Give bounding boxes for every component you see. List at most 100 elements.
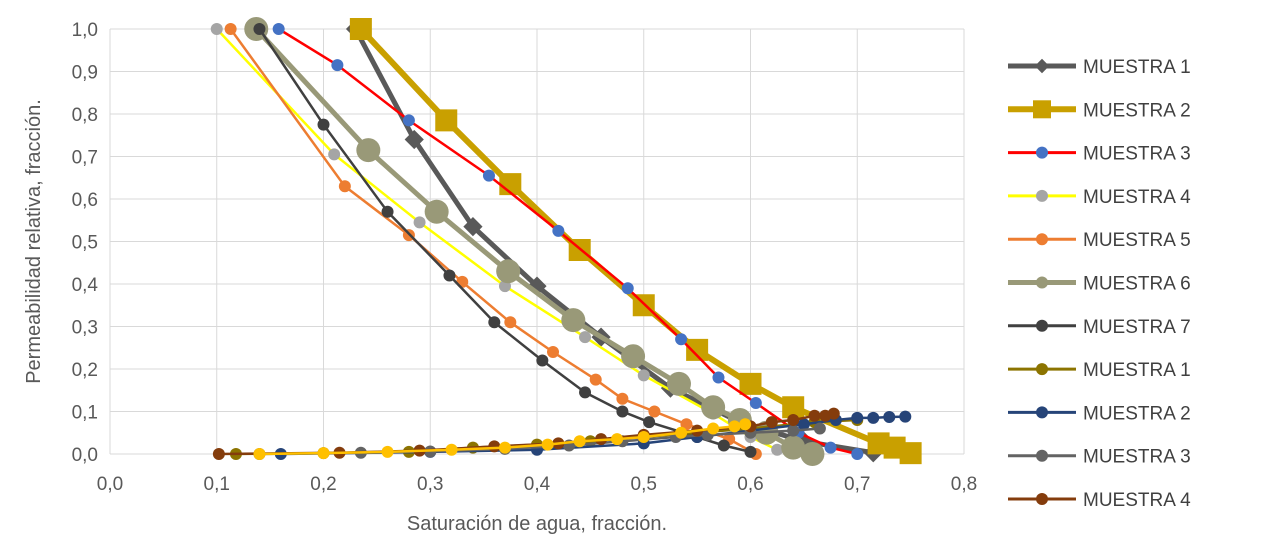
data-point: [443, 269, 456, 282]
legend-label: MUESTRA 2: [1083, 100, 1191, 121]
legend-swatch-marker: [1036, 233, 1048, 246]
legend-label: MUESTRA 1: [1083, 360, 1191, 381]
legend-label: MUESTRA 1: [1083, 57, 1191, 78]
data-point: [899, 442, 922, 465]
data-point: [541, 438, 554, 451]
y-tick-label: 0,7: [72, 148, 98, 169]
legend-label: MUESTRA 4: [1083, 187, 1191, 208]
data-point: [317, 118, 330, 131]
data-point: [253, 23, 266, 35]
data-point: [331, 59, 344, 72]
data-point: [402, 114, 415, 127]
y-tick-label: 0,3: [72, 318, 98, 339]
legend-swatch-marker: [1033, 100, 1051, 119]
data-point: [253, 448, 266, 460]
y-tick-label: 0,4: [72, 275, 99, 296]
y-tick-label: 0,6: [72, 190, 98, 211]
data-point: [224, 23, 237, 35]
x-tick-label: 0,1: [204, 474, 230, 495]
data-point: [851, 448, 864, 460]
gridlines: [109, 28, 965, 455]
data-point: [621, 282, 634, 295]
legend-entry: MUESTRA 4: [1008, 187, 1191, 208]
legend-swatch-marker: [1036, 406, 1048, 419]
legend-swatch-marker: [1036, 319, 1048, 332]
legend-swatch-marker: [1036, 146, 1048, 159]
data-point: [739, 372, 762, 395]
x-tick-label: 0,8: [951, 474, 977, 495]
legend-label: MUESTRA 3: [1083, 144, 1191, 165]
data-point: [797, 418, 810, 431]
legend-label: MUESTRA 5: [1083, 230, 1191, 251]
data-point: [488, 440, 501, 453]
x-tick-label: 0,4: [524, 474, 551, 495]
data-point: [210, 23, 223, 35]
legend-swatch-marker: [1036, 189, 1048, 202]
data-point: [404, 129, 424, 150]
legend-entry: MUESTRA 1: [1008, 57, 1191, 78]
data-point: [787, 414, 800, 426]
legend-entry: MUESTRA 4: [1008, 490, 1191, 511]
legend-entry: MUESTRA 6: [1008, 274, 1191, 295]
data-point: [561, 308, 586, 333]
series-3: [272, 23, 864, 460]
data-point: [800, 442, 825, 466]
data-point: [637, 431, 650, 443]
data-point: [867, 411, 880, 424]
data-point: [675, 333, 688, 346]
data-point: [827, 407, 840, 420]
data-point: [701, 395, 726, 420]
y-tick-label: 1,0: [72, 20, 98, 41]
data-point: [648, 405, 661, 418]
legend-entry: MUESTRA 5: [1008, 230, 1191, 251]
data-point: [883, 411, 896, 424]
data-point: [707, 422, 720, 435]
x-tick-label: 0,7: [844, 474, 870, 495]
data-point: [504, 316, 517, 329]
data-point: [589, 373, 602, 386]
legend-entry: MUESTRA 1: [1008, 360, 1191, 381]
series-12: [253, 418, 752, 460]
legend-label: MUESTRA 6: [1083, 274, 1191, 295]
data-point: [686, 338, 709, 361]
x-axis-title: Saturación de agua, fracción.: [407, 513, 667, 535]
data-point: [536, 354, 549, 367]
data-point: [899, 410, 912, 423]
data-point: [643, 416, 656, 429]
y-tick-label: 0,2: [72, 360, 98, 381]
data-point: [749, 397, 762, 409]
data-point: [496, 259, 521, 284]
data-point: [808, 409, 821, 422]
data-point: [435, 109, 458, 132]
data-point: [356, 138, 381, 163]
x-tick-label: 0,3: [417, 474, 443, 495]
data-point: [573, 435, 586, 448]
data-point: [488, 316, 501, 329]
x-tick-label: 0,2: [310, 474, 336, 495]
data-point: [712, 371, 725, 384]
data-point: [621, 344, 646, 369]
data-point: [579, 386, 592, 399]
legend-swatch-marker: [1034, 58, 1050, 74]
data-point: [824, 441, 837, 454]
data-point: [611, 433, 624, 446]
data-point: [675, 426, 688, 439]
y-tick-label: 0,5: [72, 233, 98, 254]
y-tick-label: 0,0: [72, 445, 98, 466]
data-point: [328, 148, 341, 161]
data-point: [616, 405, 629, 418]
legend-label: MUESTRA 3: [1083, 447, 1191, 468]
y-tick-label: 0,8: [72, 105, 98, 126]
data-point: [349, 18, 372, 40]
data-point: [765, 416, 778, 429]
legend-swatch-marker: [1036, 493, 1048, 505]
data-point: [547, 346, 560, 358]
x-tick-label: 0,6: [737, 474, 763, 495]
data-point: [851, 411, 864, 424]
data-point: [579, 331, 592, 344]
data-point: [445, 443, 458, 456]
data-point: [616, 392, 629, 405]
legend-swatch-marker: [1036, 363, 1048, 376]
data-point: [739, 418, 752, 431]
